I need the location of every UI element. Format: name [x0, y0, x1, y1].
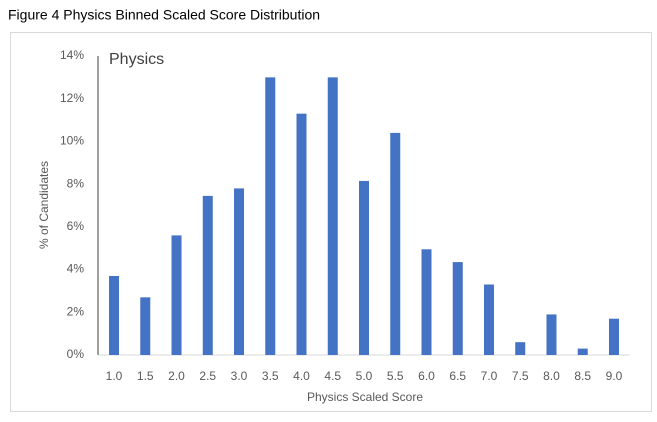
chart-border [10, 32, 652, 412]
x-tick-label: 6.0 [418, 369, 435, 383]
bar [390, 132, 401, 355]
x-tick-label: 7.0 [481, 369, 498, 383]
y-tick-label: 2% [67, 304, 85, 318]
y-tick-label: 8% [67, 176, 85, 190]
x-axis-title: Physics Scaled Score [307, 390, 423, 404]
x-tick-label: 8.0 [543, 369, 560, 383]
annotation: Physics [109, 51, 164, 68]
bar [234, 188, 245, 355]
x-tick-label: 5.5 [387, 369, 404, 383]
x-tick-label: 8.5 [574, 369, 591, 383]
bar [265, 77, 276, 355]
y-axis-title: % of Candidates [37, 161, 51, 249]
x-tick-label: 9.0 [606, 369, 623, 383]
x-tick-label: 3.5 [262, 369, 279, 383]
bar [140, 297, 151, 355]
x-tick-label: 7.5 [512, 369, 529, 383]
x-tick-label: 4.0 [293, 369, 310, 383]
bar [577, 348, 588, 355]
x-tick-label: 6.5 [449, 369, 466, 383]
bar [327, 77, 338, 355]
bar [483, 284, 494, 355]
x-tick-label: 2.5 [199, 369, 216, 383]
bar [608, 318, 619, 355]
chart-title: Figure 4 Physics Binned Scaled Score Dis… [8, 7, 320, 23]
y-tick-label: 10% [60, 134, 84, 148]
y-tick-label: 4% [67, 262, 85, 276]
bar [359, 180, 369, 355]
x-tick-label: 4.5 [324, 369, 341, 383]
bar [421, 249, 432, 355]
bar [452, 262, 463, 355]
bar [202, 195, 213, 355]
y-tick-label: 0% [67, 347, 85, 361]
bar [546, 314, 557, 355]
bar [515, 342, 526, 355]
x-tick-label: 2.0 [168, 369, 185, 383]
y-tick-label: 14% [60, 48, 84, 62]
y-tick-label: 12% [60, 91, 84, 105]
bar [109, 275, 120, 355]
y-tick-label: 6% [67, 219, 85, 233]
bar [296, 113, 307, 356]
x-tick-label: 1.0 [106, 369, 123, 383]
x-tick-label: 1.5 [137, 369, 154, 383]
x-tick-label: 3.0 [231, 369, 248, 383]
bar [171, 235, 182, 355]
x-tick-label: 5.0 [356, 369, 373, 383]
